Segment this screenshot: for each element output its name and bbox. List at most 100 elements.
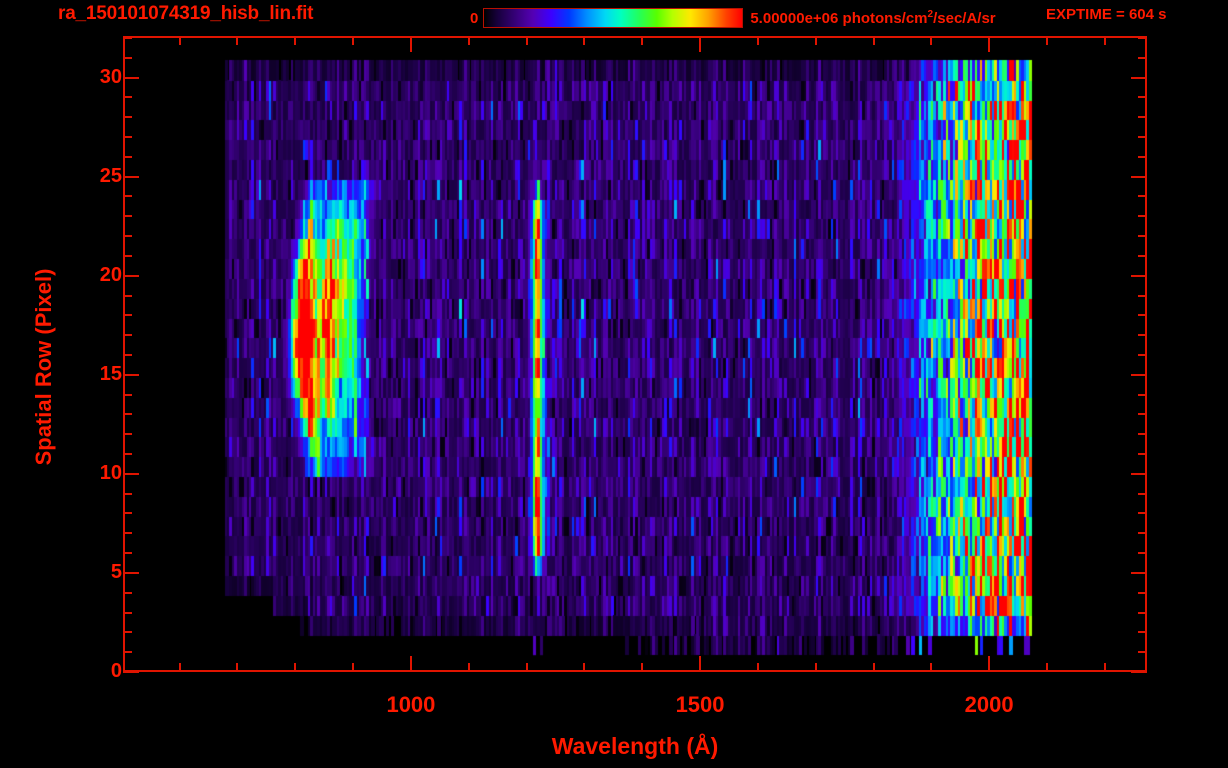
y-axis-minor-tick [123,651,132,654]
x-axis-tick [988,656,991,672]
y-axis-minor-tick [1138,155,1147,158]
x-axis-minor-tick [1103,36,1106,45]
y-axis-minor-tick [1138,492,1147,495]
x-axis-minor-tick [467,663,470,672]
y-axis-minor-tick [123,96,132,99]
x-axis-minor-tick [583,36,586,45]
x-axis-minor-tick [583,663,586,672]
y-axis-minor-tick [123,591,132,594]
y-axis-minor-tick [1138,353,1147,356]
colorbar-max-label: 5.00000e+06 photons/cm2/sec/A/sr [750,9,996,27]
y-axis-minor-tick [123,353,132,356]
x-axis-minor-tick [1045,663,1048,672]
x-axis-tick-label: 1000 [386,692,436,717]
y-axis-minor-tick [1138,393,1147,396]
y-axis-minor-tick [123,116,132,119]
y-axis-minor-tick [123,512,132,515]
colorbar-units-pre: photons/cm [838,10,928,27]
y-axis-minor-tick [1138,433,1147,436]
y-axis-minor-tick [123,314,132,317]
y-axis-minor-tick [1138,294,1147,297]
y-axis-tick-label: 10 [99,461,122,484]
x-axis-minor-tick [930,663,933,672]
y-axis-minor-tick [1138,195,1147,198]
y-axis-minor-tick [123,136,132,139]
y-axis-minor-tick [1138,314,1147,317]
y-axis-minor-tick [123,393,132,396]
x-axis-minor-tick [294,36,297,45]
x-axis-minor-tick [467,36,470,45]
x-axis-minor-tick [872,36,875,45]
x-axis-minor-tick [352,36,355,45]
y-axis-minor-tick [123,532,132,535]
x-axis-tick [988,36,991,52]
y-axis-minor-tick [123,215,132,218]
colorbar: 0 5.00000e+06 photons/cm2/sec/A/sr [470,6,996,30]
x-axis-tick [409,656,412,672]
y-axis-minor-tick [1138,235,1147,238]
y-axis-tick [123,76,139,79]
y-axis-tick [1131,274,1147,277]
y-axis-minor-tick [123,36,132,39]
y-axis-tick-label: 15 [99,362,122,385]
y-axis-minor-tick [123,552,132,555]
y-axis-minor-tick [1138,651,1147,654]
y-axis-minor-tick [123,334,132,337]
y-axis-tick [123,274,139,277]
x-axis-title: Wavelength (Å) [551,733,719,759]
y-axis-minor-tick [1138,453,1147,456]
y-axis-minor-tick [123,235,132,238]
colorbar-units-post: /sec/A/sr [933,10,996,27]
x-axis-minor-tick [236,36,239,45]
y-axis-minor-tick [1138,96,1147,99]
y-axis-tick [1131,671,1147,673]
y-axis-minor-tick [1138,215,1147,218]
plot-frame [123,36,1147,672]
y-axis-minor-tick [1138,334,1147,337]
x-axis-minor-tick [814,36,817,45]
y-axis-tick [123,175,139,178]
y-axis-minor-tick [1138,591,1147,594]
colorbar-units-exponent: 2 [927,9,934,20]
x-axis-minor-tick [1103,663,1106,672]
x-axis-minor-tick [814,663,817,672]
colorbar-min-label: 0 [470,9,479,27]
y-axis-minor-tick [1138,116,1147,119]
x-axis-minor-tick [756,36,759,45]
x-axis-minor-tick [641,663,644,672]
x-axis-tick-label: 2000 [964,692,1014,717]
y-axis-tick [1131,175,1147,178]
x-axis-minor-tick [525,663,528,672]
spectrogram-image [125,38,1145,670]
y-axis-tick-label: 5 [110,560,122,583]
y-axis-minor-tick [123,433,132,436]
x-axis-minor-tick [1045,36,1048,45]
y-axis-minor-tick [1138,512,1147,515]
y-axis-minor-tick [1138,136,1147,139]
x-axis-minor-tick [294,663,297,672]
y-axis-tick [1131,373,1147,376]
x-axis-tick [699,36,702,52]
y-axis-minor-tick [123,492,132,495]
y-axis-tick [123,373,139,376]
x-axis-minor-tick [236,663,239,672]
x-axis-minor-tick [178,663,181,672]
y-axis-minor-tick [1138,413,1147,416]
y-axis-minor-tick [123,56,132,59]
x-axis-tick [699,656,702,672]
x-axis-tick [409,36,412,52]
y-axis-tick [123,472,139,475]
y-axis-tick-label: 30 [99,65,122,88]
colorbar-gradient [483,8,744,28]
y-axis-tick-label: 25 [99,164,122,187]
x-axis-minor-tick [872,663,875,672]
x-axis-minor-tick [930,36,933,45]
y-axis-minor-tick [123,155,132,158]
y-axis-tick-label: 0 [110,660,122,682]
x-axis-minor-tick [178,36,181,45]
y-axis-minor-tick [123,413,132,416]
page-title: ra_150101074319_hisb_lin.fit [58,3,314,24]
y-axis-tick [1131,571,1147,574]
y-axis-minor-tick [1138,631,1147,634]
